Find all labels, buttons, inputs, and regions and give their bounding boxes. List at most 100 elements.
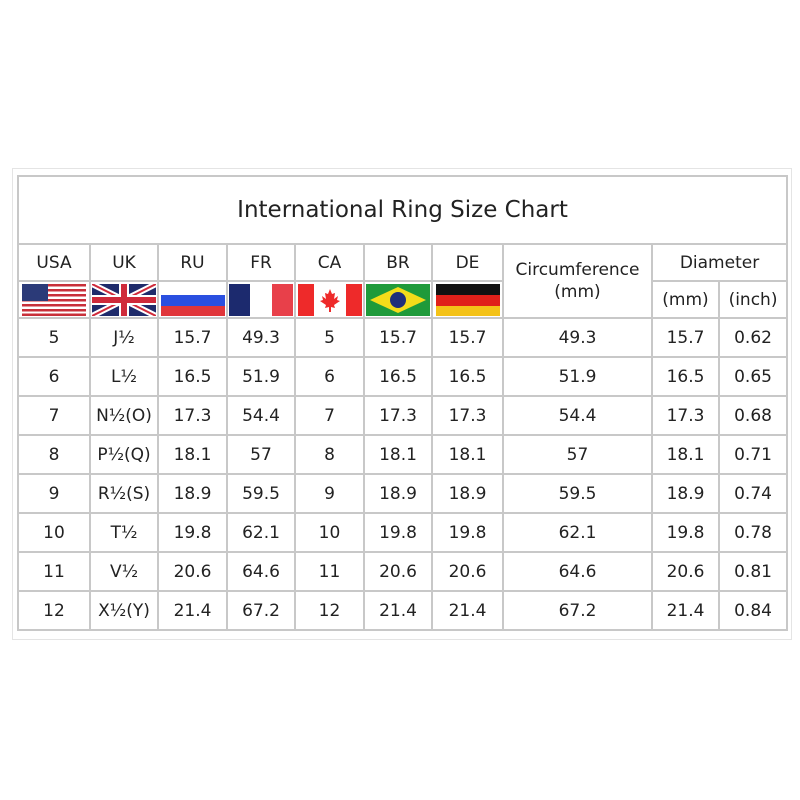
cell-diameter-inch: 0.81 — [717, 551, 789, 592]
cell-usa: 9 — [17, 473, 91, 514]
cell-diameter-inch: 0.65 — [717, 356, 789, 397]
cell-br: 21.4 — [363, 590, 433, 631]
cell-diameter-inch: 0.68 — [717, 395, 789, 436]
cell-uk: T½ — [89, 512, 159, 553]
table-row: 11 V½ 20.6 64.6 11 20.6 20.6 64.6 20.6 0.81 — [17, 551, 789, 592]
brazil-flag-cell — [363, 280, 433, 319]
cell-fr: 64.6 — [226, 551, 296, 592]
cell-fr: 51.9 — [226, 356, 296, 397]
cell-circumference: 64.6 — [502, 551, 653, 592]
cell-diameter-mm: 15.7 — [651, 317, 720, 358]
cell-de: 15.7 — [431, 317, 504, 358]
cell-fr: 57 — [226, 434, 296, 475]
cell-circumference: 57 — [502, 434, 653, 475]
table-row: 5 J½ 15.7 49.3 5 15.7 15.7 49.3 15.7 0.62 — [17, 317, 789, 358]
cell-circumference: 54.4 — [502, 395, 653, 436]
cell-ca: 8 — [294, 434, 365, 475]
cell-fr: 67.2 — [226, 590, 296, 631]
cell-circumference: 62.1 — [502, 512, 653, 553]
usa-flag-cell — [17, 280, 91, 319]
table-row: 7 N½(O) 17.3 54.4 7 17.3 17.3 54.4 17.3 0.68 — [17, 395, 789, 436]
cell-ru: 16.5 — [157, 356, 228, 397]
table-row: 12 X½(Y) 21.4 67.2 12 21.4 21.4 67.2 21.4 0.84 — [17, 590, 789, 631]
cell-diameter-mm: 18.1 — [651, 434, 720, 475]
france-flag-cell — [226, 280, 296, 319]
uk-flag-icon — [92, 283, 156, 316]
cell-br: 17.3 — [363, 395, 433, 436]
cell-ru: 19.8 — [157, 512, 228, 553]
cell-ca: 11 — [294, 551, 365, 592]
russia-flag-cell — [157, 280, 228, 319]
cell-usa: 10 — [17, 512, 91, 553]
header-usa: USA — [17, 243, 91, 282]
table-row: 6 L½ 16.5 51.9 6 16.5 16.5 51.9 16.5 0.65 — [17, 356, 789, 397]
cell-uk: R½(S) — [89, 473, 159, 514]
cell-br: 15.7 — [363, 317, 433, 358]
cell-ru: 20.6 — [157, 551, 228, 592]
uk-flag-cell — [89, 280, 159, 319]
cell-diameter-mm: 19.8 — [651, 512, 720, 553]
cell-ru: 21.4 — [157, 590, 228, 631]
cell-ca: 6 — [294, 356, 365, 397]
cell-de: 16.5 — [431, 356, 504, 397]
cell-diameter-inch: 0.74 — [717, 473, 789, 514]
header-uk: UK — [89, 243, 159, 282]
header-ca: CA — [294, 243, 365, 282]
cell-ca: 10 — [294, 512, 365, 553]
cell-diameter-mm: 21.4 — [651, 590, 720, 631]
cell-uk: L½ — [89, 356, 159, 397]
cell-de: 18.1 — [431, 434, 504, 475]
cell-diameter-inch: 0.84 — [717, 590, 789, 631]
cell-fr: 54.4 — [226, 395, 296, 436]
chart-title: International Ring Size Chart — [16, 175, 789, 245]
header-diameter-inch: (inch) — [717, 280, 789, 319]
cell-ru: 17.3 — [157, 395, 228, 436]
header-de: DE — [431, 243, 504, 282]
cell-de: 17.3 — [431, 395, 504, 436]
image-frame — [12, 168, 792, 640]
cell-uk: P½(Q) — [89, 434, 159, 475]
header-circumference: Circumference (mm) — [502, 243, 653, 319]
header-diameter: Diameter — [650, 243, 789, 282]
cell-uk: V½ — [89, 551, 159, 592]
cell-diameter-inch: 0.78 — [717, 512, 789, 553]
canada-flag-cell — [294, 280, 365, 319]
table-row: 9 R½(S) 18.9 59.5 9 18.9 18.9 59.5 18.9 0.74 — [17, 473, 789, 514]
russia-flag-icon — [160, 283, 225, 316]
cell-usa: 12 — [17, 590, 91, 631]
cell-ru: 15.7 — [157, 317, 228, 358]
cell-fr: 59.5 — [226, 473, 296, 514]
brazil-flag-icon — [366, 283, 430, 316]
cell-ca: 9 — [294, 473, 365, 514]
cell-br: 20.6 — [363, 551, 433, 592]
cell-usa: 7 — [17, 395, 91, 436]
header-br: BR — [363, 243, 433, 282]
header-diameter-mm: (mm) — [651, 280, 720, 319]
cell-diameter-inch: 0.71 — [717, 434, 789, 475]
canada-flag-icon — [297, 283, 362, 316]
table-row: 10 T½ 19.8 62.1 10 19.8 19.8 62.1 19.8 0.78 — [17, 512, 789, 553]
germany-flag-cell — [431, 280, 504, 319]
cell-circumference: 67.2 — [502, 590, 653, 631]
cell-de: 21.4 — [431, 590, 504, 631]
france-flag-icon — [229, 283, 293, 316]
cell-br: 18.1 — [363, 434, 433, 475]
usa-flag-icon — [22, 283, 86, 316]
cell-circumference: 49.3 — [502, 317, 653, 358]
cell-usa: 11 — [17, 551, 91, 592]
cell-fr: 62.1 — [226, 512, 296, 553]
cell-uk: N½(O) — [89, 395, 159, 436]
cell-uk: J½ — [89, 317, 159, 358]
cell-diameter-mm: 20.6 — [651, 551, 720, 592]
cell-br: 16.5 — [363, 356, 433, 397]
cell-ca: 5 — [294, 317, 365, 358]
cell-fr: 49.3 — [226, 317, 296, 358]
circumference-unit: (mm) — [554, 282, 601, 302]
cell-uk: X½(Y) — [89, 590, 159, 631]
cell-diameter-mm: 16.5 — [651, 356, 720, 397]
cell-de: 20.6 — [431, 551, 504, 592]
cell-br: 19.8 — [363, 512, 433, 553]
cell-diameter-mm: 18.9 — [651, 473, 720, 514]
cell-usa: 6 — [17, 356, 91, 397]
cell-usa: 8 — [17, 434, 91, 475]
